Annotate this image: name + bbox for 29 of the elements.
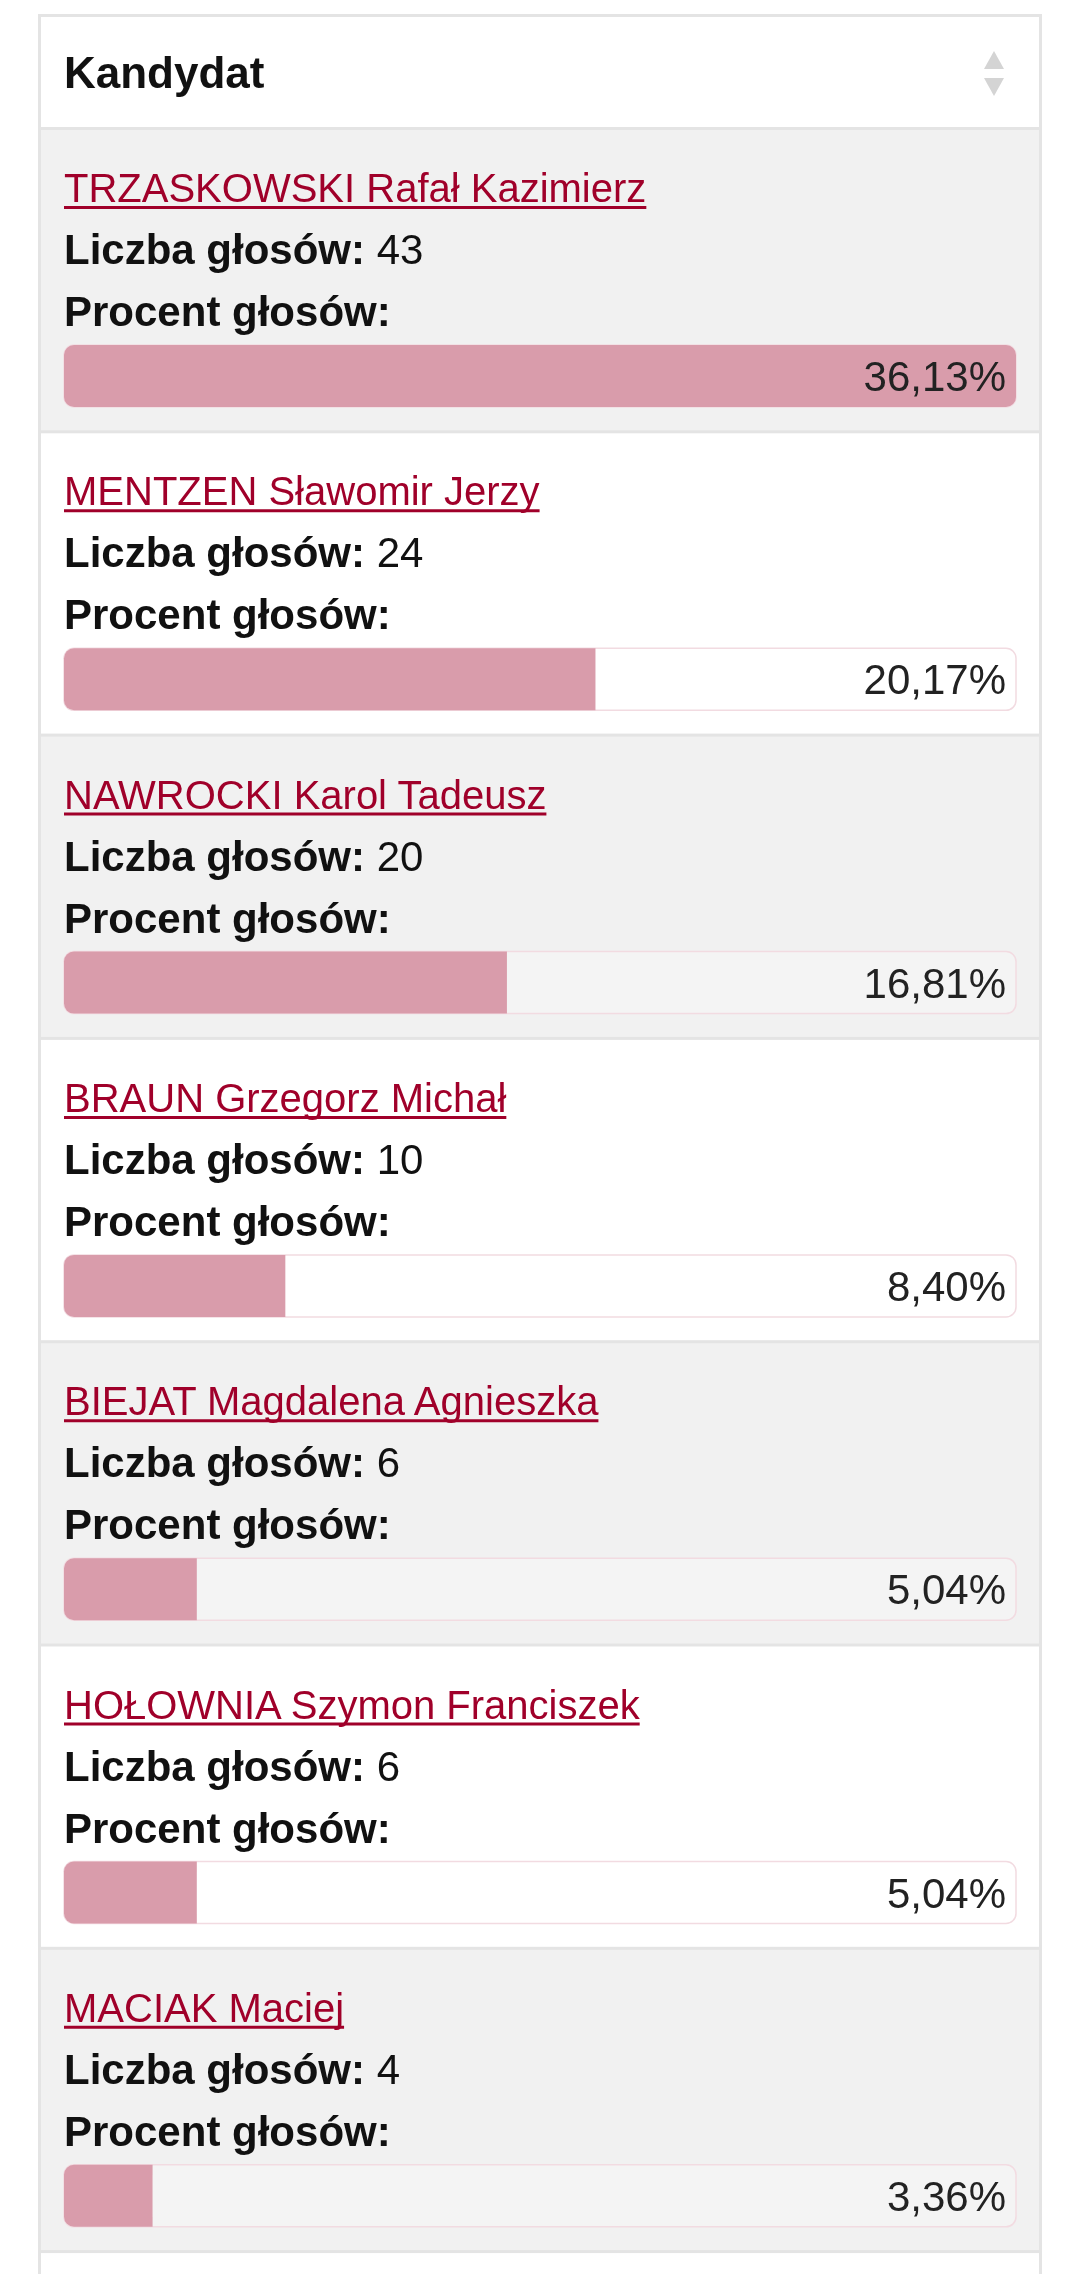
annotation: Liczba głosów: 6 (64, 1742, 401, 1790)
data-label: 3,36% (886, 2172, 1006, 2220)
text: Procent głosów: (64, 2107, 391, 2155)
annotation: Liczba głosów: 43 (64, 226, 424, 273)
y-axis-title: Kandydat (64, 48, 265, 97)
data-label: 5,04% (886, 1869, 1006, 1917)
y-tick-label: TRZASKOWSKI Rafał Kazimierz (64, 166, 647, 210)
annotation: Liczba głosów: 24 (64, 529, 424, 577)
y-tick-label: MENTZEN Sławomir Jerzy (64, 469, 540, 514)
y-tick-label: NAWROCKI Karol Tadeusz (64, 772, 547, 817)
text: Procent głosów: (64, 1804, 391, 1852)
data-label: 16,81% (863, 959, 1006, 1007)
text: Procent głosów: (64, 1501, 391, 1549)
series-label: Procent głosów: (64, 288, 391, 335)
y-tick-label: BRAUN Grzegorz Michał (64, 1075, 507, 1120)
text: Procent głosów: (64, 1197, 391, 1245)
text: Procent głosów: (64, 894, 391, 942)
data-label: 20,17% (863, 656, 1006, 704)
data-label: 5,04% (886, 1566, 1006, 1614)
annotation: Liczba głosów: 20 (64, 832, 424, 880)
annotation: Liczba głosów: 4 (64, 2045, 401, 2093)
y-tick-label: BIEJAT Magdalena Agnieszka (64, 1379, 600, 1424)
annotation: Liczba głosów: 10 (64, 1135, 424, 1183)
y-tick-label: MACIAK Maciej (64, 1985, 345, 2030)
text: Procent głosów: (64, 591, 391, 639)
y-tick-label: HOŁOWNIA Szymon Franciszek (64, 1682, 641, 1727)
data-label: 8,40% (886, 1262, 1006, 1310)
data-label: 36,13% (863, 353, 1006, 400)
annotation: Liczba głosów: 6 (64, 1439, 401, 1487)
